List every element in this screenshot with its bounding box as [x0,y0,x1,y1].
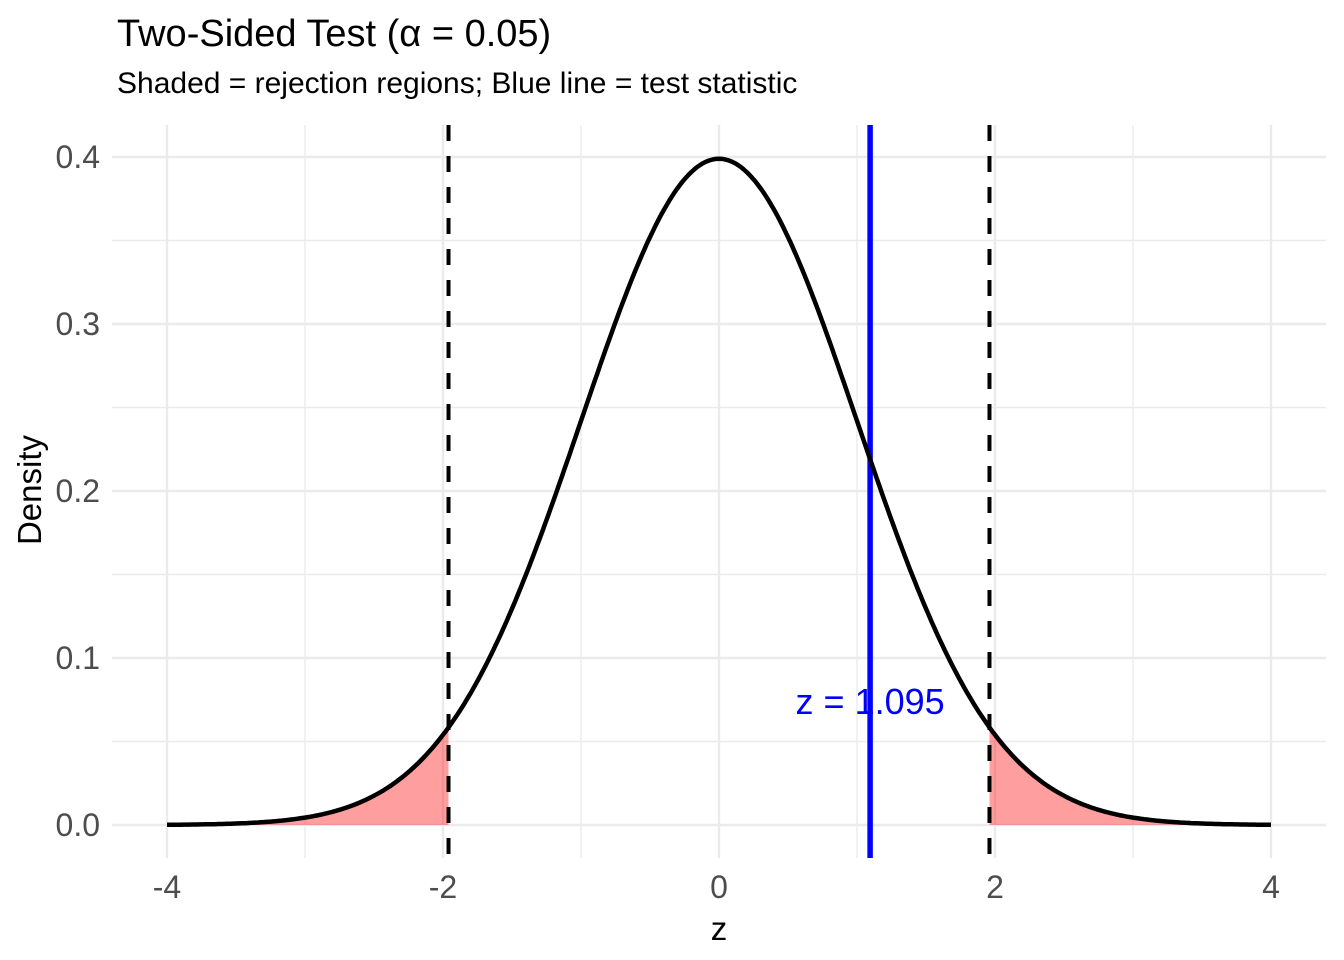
test-statistic-label: z = 1.095 [795,681,945,722]
x-tick-label: -4 [152,869,182,905]
y-tick-label: 0.0 [55,807,100,843]
plot-title: Two-Sided Test (α = 0.05) [117,13,552,55]
density-curve [167,156,1271,828]
x-tick-label: 0 [710,869,728,905]
x-tick-label: 2 [986,869,1004,905]
x-axis-title: z [710,910,728,947]
y-tick-label: 0.3 [55,306,100,342]
x-tick-label: 4 [1262,869,1280,905]
rejection-region-area [167,727,449,825]
rejection-region-area [989,727,1271,825]
y-tick-label: 0.1 [55,640,100,676]
y-tick-label: 0.2 [55,473,100,509]
y-tick-label: 0.4 [55,139,100,175]
plot-subtitle: Shaded = rejection regions; Blue line = … [117,67,798,100]
x-tick-label: -2 [428,869,458,905]
